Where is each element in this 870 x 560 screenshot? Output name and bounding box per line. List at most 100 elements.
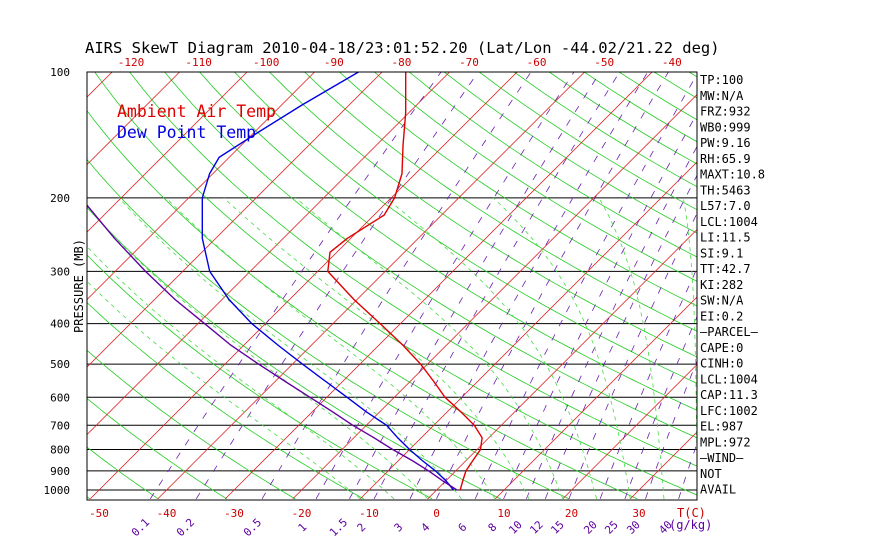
mixing-ratio-line xyxy=(261,72,532,500)
dry-adiabat xyxy=(87,349,296,500)
mixing-ratio-tick: 0.1 xyxy=(129,516,152,539)
dry-adiabat xyxy=(87,397,227,500)
bottom-temp-tick: 10 xyxy=(497,507,510,520)
top-temp-tick: -80 xyxy=(391,56,411,69)
top-temp-tick: -40 xyxy=(662,56,682,69)
series-ambient-air-temp xyxy=(327,72,483,491)
index-item: LI:11.5 xyxy=(700,231,751,245)
isotherm xyxy=(833,72,870,499)
bottom-temp-tick: 30 xyxy=(632,507,645,520)
mixing-ratio-line xyxy=(349,72,601,500)
bottom-temp-tick: -10 xyxy=(359,507,379,520)
mixing-ratio-line xyxy=(599,267,697,500)
moist-adiabat xyxy=(87,245,395,500)
mixing-ratio-line xyxy=(373,72,620,500)
mixing-ratio-line xyxy=(149,72,442,500)
pressure-tick-900: 900 xyxy=(50,465,70,478)
dry-adiabat xyxy=(269,72,697,358)
index-item: LCL:1004 xyxy=(700,372,758,386)
mixing-ratio-line xyxy=(195,72,479,500)
top-temperature-tick-labels: -120 -110 -100 -90 -80 -70 -60 -50 -40 xyxy=(118,56,682,69)
dry-adiabat xyxy=(87,158,570,500)
chart-title: AIRS SkewT Diagram 2010-04-18/23:01:52.2… xyxy=(85,39,720,57)
pressure-tick-500: 500 xyxy=(50,358,70,371)
bottom-temp-tick: 0 xyxy=(433,507,440,520)
dry-adiabat xyxy=(87,206,501,500)
mixing-ratio-tick-labels: 0.1 0.2 0.5 1 1.5 2 3 4 6 8 10 12 15 20 25 30 40 xyxy=(129,516,675,539)
pressure-tick-800: 800 xyxy=(50,443,70,456)
index-item: KI:282 xyxy=(700,278,743,292)
mixing-ratio-tick: 6 xyxy=(456,521,470,535)
mixing-ratio-line xyxy=(624,315,697,500)
index-item: —PARCEL— xyxy=(700,325,759,339)
dry-adiabat xyxy=(87,110,638,500)
mixing-ratio-line xyxy=(315,72,575,500)
isotherm xyxy=(562,364,697,500)
moist-adiabat xyxy=(118,197,462,500)
isotherm xyxy=(359,161,697,500)
mixing-ratio-line xyxy=(645,359,697,500)
dry-adiabat xyxy=(304,72,697,332)
pressure-tick-700: 700 xyxy=(50,419,70,432)
isotherm xyxy=(87,72,248,233)
index-item: SW:N/A xyxy=(700,294,744,308)
pressure-tick-600: 600 xyxy=(50,391,70,404)
moist-adiabat xyxy=(295,197,564,500)
top-temp-tick: -70 xyxy=(459,56,479,69)
isotherm xyxy=(765,72,870,499)
dry-adiabat xyxy=(479,72,697,211)
mixing-ratio-tick: 15 xyxy=(548,518,567,537)
index-item: LCL:1004 xyxy=(700,215,758,229)
mixing-ratio-line xyxy=(525,145,697,500)
mixing-ratio-tick: 4 xyxy=(419,520,433,534)
top-temp-tick: -60 xyxy=(527,56,547,69)
index-item: MPL:972 xyxy=(700,435,751,449)
dry-adiabat xyxy=(374,72,697,282)
index-item: MAXT:10.8 xyxy=(700,168,765,182)
mixing-ratio-line xyxy=(474,73,697,500)
mixing-ratio-tick: 3 xyxy=(392,521,406,535)
mixing-ratio-tick: 2 xyxy=(355,521,369,535)
pressure-tick-300: 300 xyxy=(50,265,70,278)
bottom-temp-tick: -30 xyxy=(224,507,244,520)
dry-adiabat xyxy=(87,302,364,500)
mixing-ratio-line xyxy=(544,174,697,500)
pressure-tick-400: 400 xyxy=(50,318,70,331)
index-item: —WIND— xyxy=(700,451,744,465)
dry-adiabat xyxy=(199,72,697,411)
dry-adiabat xyxy=(94,72,697,496)
index-item: RH:65.9 xyxy=(700,152,751,166)
moist-adiabat xyxy=(87,206,428,500)
isotherm xyxy=(87,72,450,436)
isotherm xyxy=(89,72,518,500)
bottom-temp-tick: -40 xyxy=(157,507,177,520)
x-axis-unit-label: T(C) xyxy=(677,506,706,520)
isotherm xyxy=(292,94,697,500)
mixing-ratio-tick: 0.5 xyxy=(241,516,264,539)
moist-adiabat xyxy=(385,197,597,499)
mixing-ratio-line xyxy=(568,212,697,500)
moist-adiabat xyxy=(87,280,361,500)
isotherm xyxy=(157,72,585,500)
mixing-ratio-tick: 12 xyxy=(527,518,546,537)
isotherm xyxy=(224,72,653,500)
index-item: LFC:1002 xyxy=(700,404,758,418)
index-item: EI:0.2 xyxy=(700,309,743,323)
index-item: PW:9.16 xyxy=(700,136,751,150)
dry-adiabat xyxy=(409,72,697,258)
plot-frame xyxy=(86,71,698,501)
mixing-ratio-tick: 8 xyxy=(486,521,500,535)
mixing-ratio-unit-label: (g/kg) xyxy=(669,518,712,532)
isotherm xyxy=(427,229,697,500)
profile-series xyxy=(87,72,483,491)
mixing-ratio-tick: 10 xyxy=(506,518,525,537)
y-axis-label: PRESSURE (MB) xyxy=(72,239,86,333)
dry-adiabat xyxy=(0,72,21,499)
mixing-ratio-tick: 20 xyxy=(581,518,600,537)
top-temp-tick: -120 xyxy=(118,56,145,69)
mixing-ratio-line xyxy=(503,112,697,500)
series-2 xyxy=(87,204,458,491)
bottom-temp-tick: 20 xyxy=(565,507,578,520)
